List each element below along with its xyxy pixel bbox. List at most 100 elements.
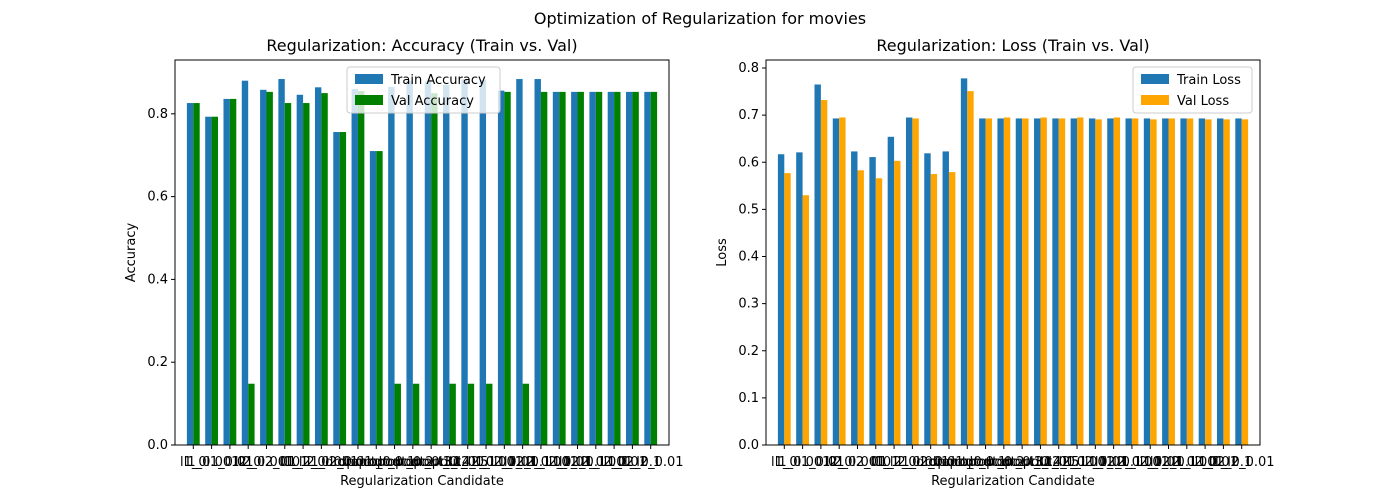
x-tick-label: l1_0.001 — [775, 455, 831, 470]
y-tick-label: 0.6 — [738, 155, 759, 170]
bar-val — [357, 91, 365, 445]
bar-val — [1022, 118, 1029, 446]
y-tick-label: 0.5 — [738, 202, 759, 217]
bar-train — [1107, 118, 1114, 446]
bar-val — [1186, 118, 1194, 446]
x-tick-label: dropout_0.5 — [410, 455, 488, 470]
y-tick-label: 0.0 — [738, 438, 759, 453]
x-tick-label: l1_l2_0.1 — [494, 455, 551, 470]
x-tick-label: l1_l2_0.001 — [1150, 455, 1224, 470]
x-tick-label: l1_l2_0.1 — [1030, 455, 1087, 470]
bar-val — [985, 118, 992, 446]
bar-train — [443, 84, 450, 445]
bar-train — [777, 154, 785, 445]
bar-train — [1235, 118, 1242, 446]
x-tick-label: l2_0.001 — [830, 455, 886, 470]
bar-train — [534, 79, 541, 446]
bar-train — [589, 91, 596, 445]
bar-val — [248, 383, 255, 445]
bar-val — [559, 91, 566, 445]
legend-swatch — [355, 74, 383, 84]
bar-train — [223, 98, 230, 446]
y-axis-label: Accuracy — [124, 223, 139, 283]
x-tick-label: l1_l2_0.1 — [1195, 455, 1252, 470]
x-tick-label: l1_l2_0.01 — [618, 455, 684, 470]
y-tick-label: 0.7 — [738, 108, 759, 123]
bar-val — [1205, 119, 1212, 445]
bar-train — [479, 79, 487, 445]
bar-val — [857, 170, 864, 445]
x-tick-label: l1_l2_0.01 — [1117, 455, 1183, 470]
legend-label: Train Accuracy — [390, 73, 486, 88]
bar-val — [1168, 118, 1175, 446]
bar-train — [497, 90, 505, 446]
x-tick-label: l1_l2_0.001 — [1040, 455, 1114, 470]
plot-frame — [765, 59, 1261, 446]
x-tick-label: l1_l2_0.1 — [604, 455, 661, 470]
bar-train — [644, 91, 651, 445]
bar-train — [960, 78, 968, 446]
bar-val — [1040, 117, 1047, 446]
bar-val — [1131, 118, 1139, 446]
y-tick-label: 0.0 — [147, 438, 168, 453]
x-tick-label: l1_l2_0.01 — [307, 455, 373, 470]
x-tick-label: l2_0.001 — [239, 455, 295, 470]
bar-train — [1088, 118, 1096, 446]
bar-val — [894, 160, 901, 446]
y-tick-label: 0.4 — [147, 272, 168, 287]
chart-title: Regularization: Loss (Train vs. Val) — [876, 36, 1149, 55]
x-axis-label: Regularization Candidate — [340, 474, 504, 489]
bar-train — [905, 117, 913, 446]
bar-train — [278, 79, 285, 446]
y-tick-label: 0.4 — [738, 250, 759, 265]
bar-val — [839, 117, 846, 446]
figure-title: Optimization of Regularization for movie… — [534, 9, 866, 28]
legend-swatch — [355, 95, 383, 105]
bar-val — [412, 383, 420, 445]
x-tick-label: dropout_0.4 — [392, 455, 470, 470]
x-tick-label: dropout_0.1 — [337, 455, 415, 470]
bar-train — [1125, 118, 1132, 446]
bar-val — [967, 91, 974, 445]
bar-val — [486, 383, 493, 445]
bar-train — [552, 91, 560, 445]
x-tick-label: dropout_0.3 — [374, 455, 452, 470]
bar-train — [369, 151, 377, 446]
loss-chart: 0.00.10.20.30.40.50.60.70.8l1_0l1_0.001l… — [715, 36, 1275, 489]
bar-train — [832, 118, 840, 446]
x-tick-label: l1_0 — [771, 455, 798, 470]
x-tick-label: l1_l2_0 — [872, 455, 917, 470]
x-tick-label: l2_0.01 — [261, 455, 308, 470]
bar-train — [406, 80, 413, 446]
x-tick-label: l1_l2_0.01 — [471, 455, 537, 470]
bar-train — [1143, 118, 1151, 446]
bar-train — [296, 94, 304, 445]
bar-train — [1070, 118, 1078, 446]
bar-val — [431, 93, 438, 445]
bar-train — [186, 103, 194, 445]
bar-train — [1180, 118, 1187, 446]
bar-val — [449, 383, 456, 445]
bar-val — [1077, 117, 1084, 446]
bar-val — [504, 91, 511, 445]
bar-train — [979, 118, 986, 446]
legend: Train Accuracy Val Accuracy — [346, 66, 501, 114]
bar-train — [241, 80, 249, 446]
bar-val — [394, 383, 401, 445]
bar-val — [376, 151, 383, 446]
bar-val — [1058, 118, 1066, 446]
bar-val — [467, 383, 475, 445]
x-tick-label: l1_l2_0.001 — [504, 455, 578, 470]
x-tick-label: l1_l2_0.001 — [284, 455, 358, 470]
x-tick-label: l1_l2_0.001 — [449, 455, 523, 470]
bar-val — [784, 173, 791, 446]
bar-val — [339, 132, 347, 445]
x-tick-label: l1_l2_0.01 — [581, 455, 647, 470]
bar-val — [1003, 117, 1011, 446]
bar-val — [540, 91, 548, 445]
accuracy-chart: 0.0 0.2 0.4 0.6 0.8 l1_0l1_0.001l1_0.01l2_0l2… — [124, 36, 684, 489]
x-tick-label: l1_l2_0.1 — [1085, 455, 1142, 470]
x-tick-label: l1_l2_0.01 — [1062, 455, 1128, 470]
bar-train — [351, 88, 358, 446]
